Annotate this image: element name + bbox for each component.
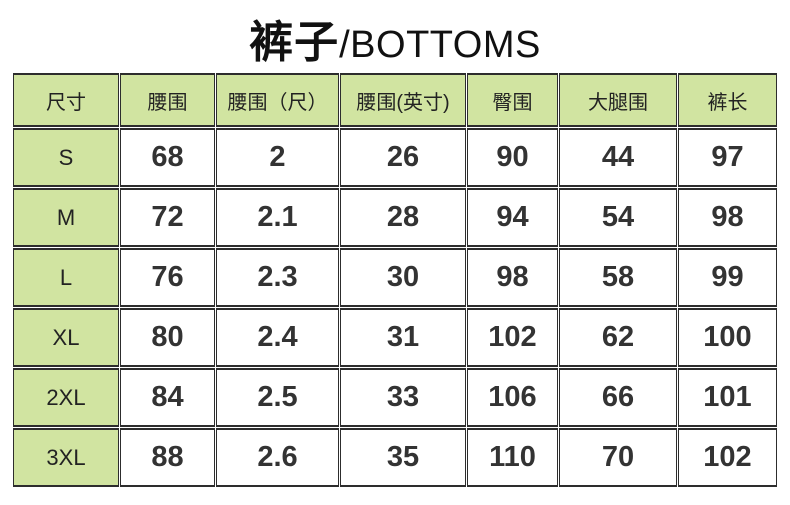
title-chinese: 裤子 xyxy=(249,18,340,67)
header-cell-waist-inch: 腰围(英寸) xyxy=(340,73,466,127)
table-row-xl: XL 80 2.4 31 102 62 100 xyxy=(13,308,777,367)
value-cell: 33 xyxy=(340,368,466,427)
page-title: 裤子/BOTTOMS xyxy=(0,0,790,67)
value-cell: 102 xyxy=(678,428,777,487)
value-cell: 2 xyxy=(216,128,339,187)
table-row-s: S 68 2 26 90 44 97 xyxy=(13,128,777,187)
value-cell: 90 xyxy=(467,128,558,187)
table-row-3xl: 3XL 88 2.6 35 110 70 102 xyxy=(13,428,777,487)
value-cell: 100 xyxy=(678,308,777,367)
value-cell: 66 xyxy=(559,368,677,427)
size-cell: M xyxy=(13,188,119,247)
size-table: 尺寸 腰围 腰围（尺） 腰围(英寸) 臀围 大腿围 裤长 S 68 2 26 9… xyxy=(12,72,778,488)
value-cell: 110 xyxy=(467,428,558,487)
value-cell: 54 xyxy=(559,188,677,247)
table-row-l: L 76 2.3 30 98 58 99 xyxy=(13,248,777,307)
size-cell: 2XL xyxy=(13,368,119,427)
title-english: /BOTTOMS xyxy=(339,24,541,66)
table-row-m: M 72 2.1 28 94 54 98 xyxy=(13,188,777,247)
size-cell: XL xyxy=(13,308,119,367)
value-cell: 31 xyxy=(340,308,466,367)
value-cell: 2.4 xyxy=(216,308,339,367)
value-cell: 106 xyxy=(467,368,558,427)
value-cell: 80 xyxy=(120,308,215,367)
size-cell: 3XL xyxy=(13,428,119,487)
value-cell: 2.1 xyxy=(216,188,339,247)
value-cell: 97 xyxy=(678,128,777,187)
value-cell: 98 xyxy=(467,248,558,307)
value-cell: 84 xyxy=(120,368,215,427)
value-cell: 88 xyxy=(120,428,215,487)
header-cell-length: 裤长 xyxy=(678,73,777,127)
header-cell-hip: 臀围 xyxy=(467,73,558,127)
value-cell: 2.6 xyxy=(216,428,339,487)
header-cell-size: 尺寸 xyxy=(13,73,119,127)
value-cell: 26 xyxy=(340,128,466,187)
value-cell: 35 xyxy=(340,428,466,487)
value-cell: 2.3 xyxy=(216,248,339,307)
value-cell: 28 xyxy=(340,188,466,247)
value-cell: 98 xyxy=(678,188,777,247)
header-cell-waist-chi: 腰围（尺） xyxy=(216,73,339,127)
value-cell: 94 xyxy=(467,188,558,247)
header-cell-waist-cm: 腰围 xyxy=(120,73,215,127)
value-cell: 30 xyxy=(340,248,466,307)
size-cell: L xyxy=(13,248,119,307)
value-cell: 2.5 xyxy=(216,368,339,427)
value-cell: 102 xyxy=(467,308,558,367)
header-row: 尺寸 腰围 腰围（尺） 腰围(英寸) 臀围 大腿围 裤长 xyxy=(13,73,777,127)
value-cell: 72 xyxy=(120,188,215,247)
table-row-2xl: 2XL 84 2.5 33 106 66 101 xyxy=(13,368,777,427)
value-cell: 70 xyxy=(559,428,677,487)
header-cell-thigh: 大腿围 xyxy=(559,73,677,127)
value-cell: 101 xyxy=(678,368,777,427)
value-cell: 99 xyxy=(678,248,777,307)
value-cell: 62 xyxy=(559,308,677,367)
value-cell: 68 xyxy=(120,128,215,187)
value-cell: 58 xyxy=(559,248,677,307)
size-cell: S xyxy=(13,128,119,187)
value-cell: 76 xyxy=(120,248,215,307)
value-cell: 44 xyxy=(559,128,677,187)
